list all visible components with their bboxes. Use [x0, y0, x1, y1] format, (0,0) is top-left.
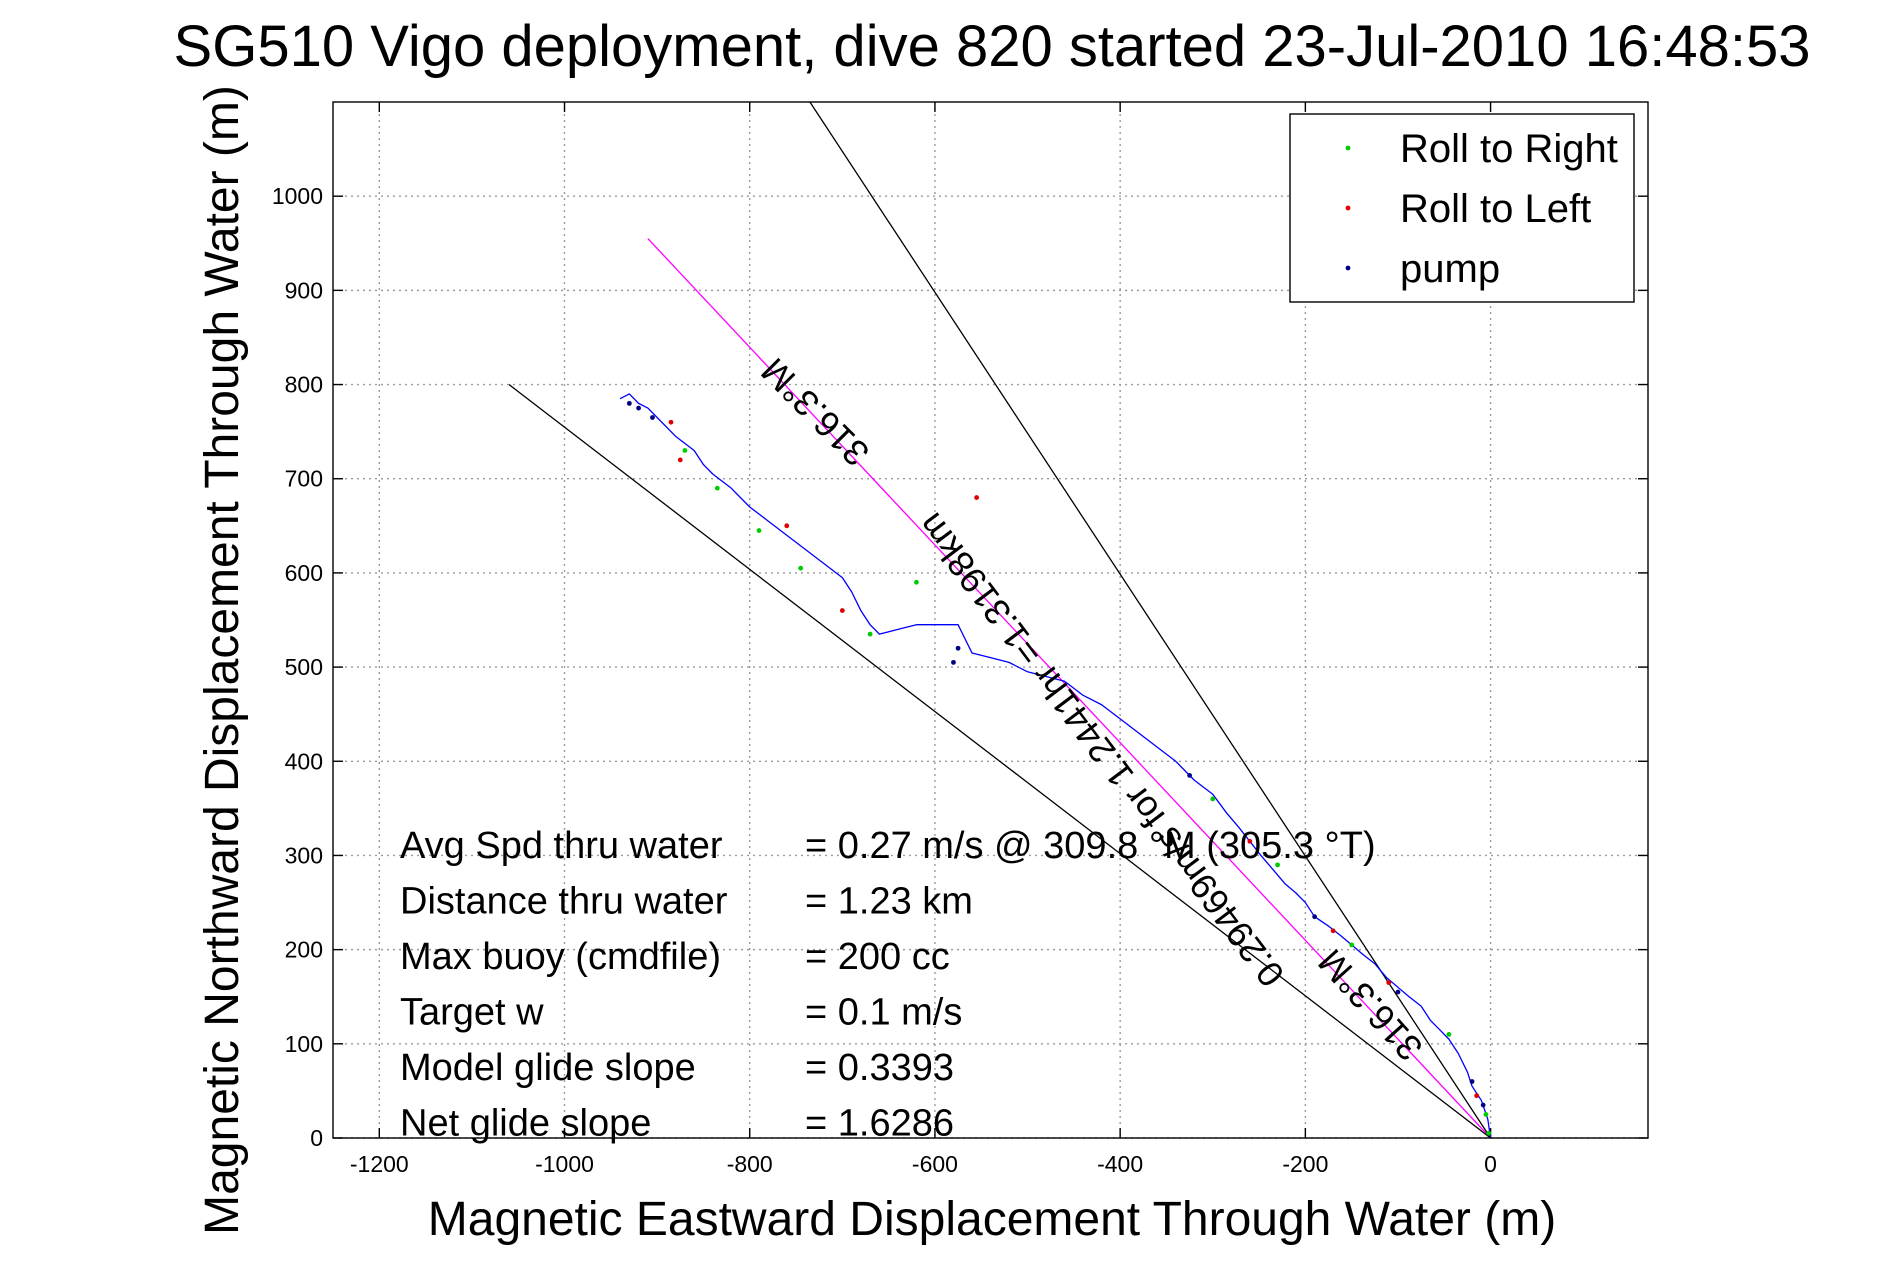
stat-label: Net glide slope — [400, 1103, 651, 1145]
x-axis-label: Magnetic Eastward Displacement Through W… — [428, 1193, 1556, 1246]
x-tick-label: 0 — [1484, 1151, 1497, 1177]
track-marker-point — [1480, 1102, 1486, 1108]
plot-area: -1200 -1000 -800 -600 -400 -200 0 0 100 200 300 400… — [272, 101, 1649, 1177]
data-layer — [508, 102, 1492, 1138]
y-tick-label: 0 — [310, 1125, 323, 1151]
track-marker-point — [636, 405, 641, 411]
y-tick-label: 300 — [285, 842, 323, 868]
track-marker-point — [1446, 1032, 1452, 1037]
track-marker-point — [1210, 796, 1216, 802]
legend-entry: pump — [1400, 247, 1500, 291]
y-tick-label: 700 — [285, 466, 323, 492]
y-tick-label: 900 — [285, 277, 323, 303]
track-marker-point — [1474, 1093, 1480, 1099]
track-marker-point — [1247, 838, 1253, 844]
y-tick-label: 600 — [285, 560, 323, 586]
axes-frame — [332, 101, 1649, 1139]
legend-marker — [1345, 205, 1351, 211]
stat-value: = 1.6286 — [805, 1103, 954, 1145]
track-marker-point — [650, 415, 655, 420]
stat-label: Distance thru water — [400, 881, 728, 923]
track-marker-point — [756, 528, 762, 533]
track-marker-point — [1187, 773, 1193, 778]
track-marker-point — [677, 457, 683, 463]
track-marker-point — [1349, 942, 1355, 948]
track-marker-point — [955, 645, 961, 651]
stat-value: = 0.1 m/s — [805, 992, 962, 1034]
y-tick-label: 200 — [285, 937, 323, 963]
x-tick-label: -800 — [727, 1151, 773, 1177]
x-tick-label: -1000 — [535, 1151, 594, 1177]
track-marker-point — [784, 523, 790, 529]
track-marker-point — [951, 659, 956, 665]
stat-label: Model glide slope — [400, 1047, 696, 1089]
x-tick-label: -400 — [1097, 1151, 1143, 1177]
stat-label: Avg Spd thru water — [400, 825, 723, 867]
track-marker-point — [1386, 980, 1392, 985]
track-line — [619, 393, 1492, 1138]
track-marker-point — [1483, 1112, 1489, 1117]
reference-line — [809, 102, 1492, 1138]
track-marker-point — [1469, 1079, 1475, 1084]
track-marker-point — [914, 579, 919, 585]
track-marker-point — [714, 485, 720, 491]
legend-entry: Roll to Right — [1400, 127, 1618, 171]
y-tick-label: 100 — [285, 1031, 323, 1057]
track-marker-point — [626, 400, 632, 406]
reference-line — [647, 238, 1492, 1138]
y-tick-label: 800 — [285, 372, 323, 398]
legend-entry: Roll to Left — [1400, 187, 1591, 231]
track-marker-point — [798, 565, 804, 571]
legend-marker — [1345, 145, 1351, 151]
stat-value: = 200 cc — [805, 936, 950, 978]
y-tick-label: 500 — [285, 654, 323, 680]
track-marker-point — [867, 631, 873, 637]
stat-label: Target w — [400, 992, 544, 1034]
track-marker-point — [1275, 862, 1280, 868]
stat-value: = 1.23 km — [805, 881, 973, 923]
track-marker-point — [1395, 989, 1401, 995]
track-marker-point — [682, 448, 688, 453]
y-tick-label: 1000 — [272, 183, 323, 209]
stat-label: Max buoy (cmdfile) — [400, 936, 721, 978]
stat-value: = 0.27 m/s @ 309.8 °M (305.3 °T) — [805, 825, 1376, 867]
track-marker-point — [1486, 1130, 1492, 1136]
y-axis-label: Magnetic Northward Displacement Through … — [196, 85, 249, 1235]
track-marker-point — [974, 495, 980, 500]
stat-value: = 0.3393 — [805, 1047, 954, 1089]
reference-line — [508, 384, 1491, 1138]
x-tick-label: -200 — [1282, 1151, 1328, 1177]
y-tick-label: 400 — [285, 748, 323, 774]
x-tick-label: -600 — [912, 1151, 958, 1177]
track-marker-point — [668, 419, 674, 425]
x-tick-label: -1200 — [350, 1151, 409, 1177]
track-marker-point — [1312, 914, 1318, 920]
chart-title: SG510 Vigo deployment, dive 820 started … — [174, 14, 1811, 79]
track-marker-point — [1330, 928, 1336, 934]
track-marker-point — [839, 608, 845, 613]
legend-marker — [1345, 265, 1351, 271]
